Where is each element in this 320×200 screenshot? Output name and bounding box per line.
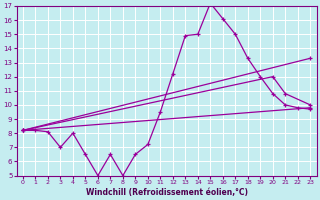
X-axis label: Windchill (Refroidissement éolien,°C): Windchill (Refroidissement éolien,°C) [85, 188, 248, 197]
